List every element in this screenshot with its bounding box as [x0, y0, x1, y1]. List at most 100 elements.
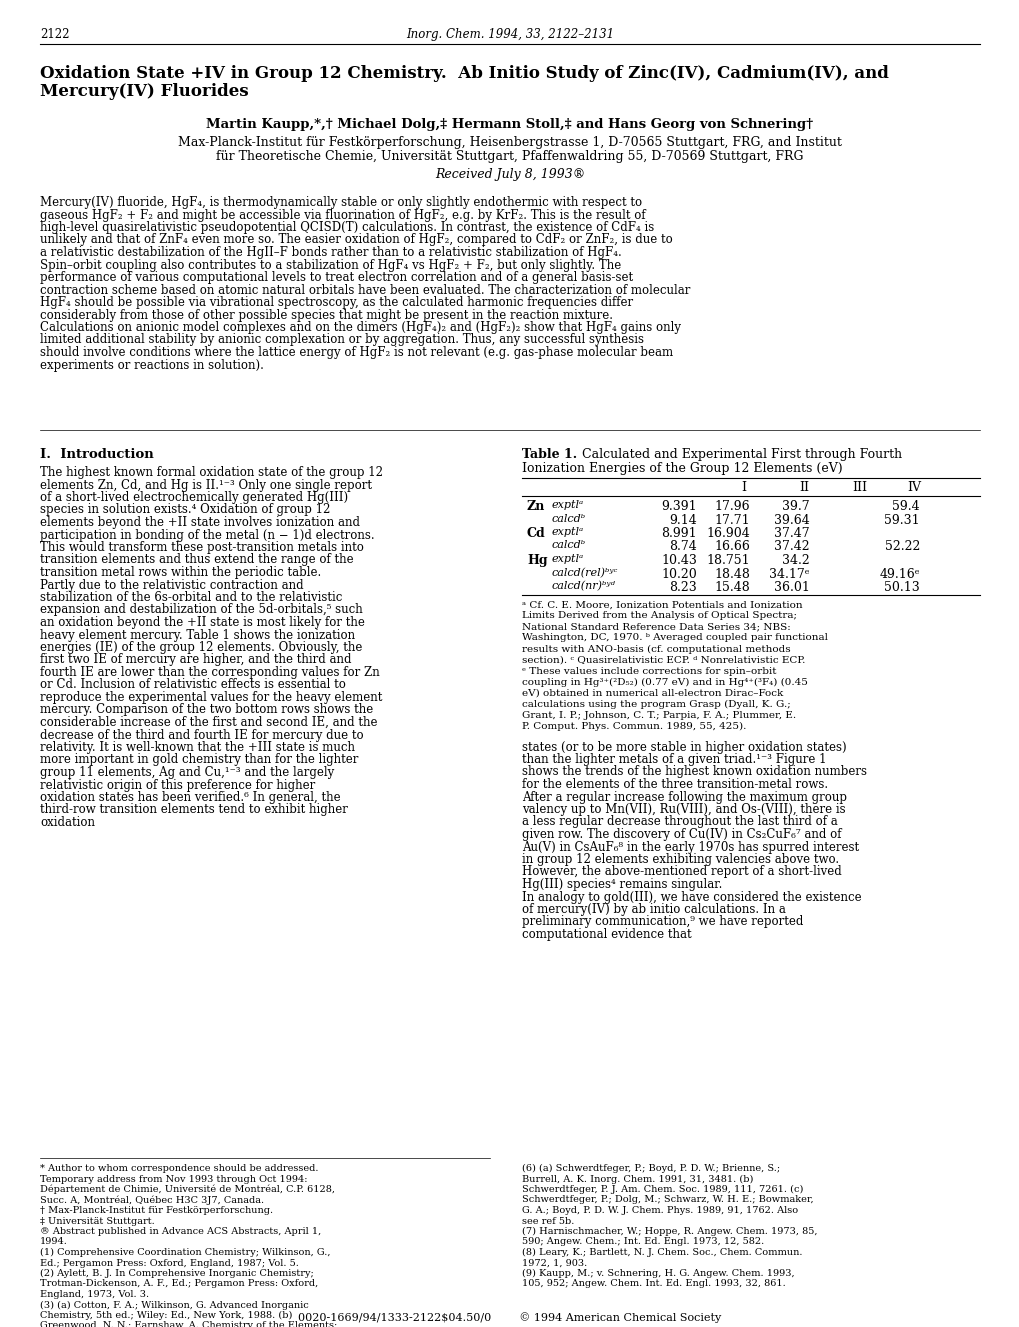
Text: 59.31: 59.31	[883, 514, 919, 527]
Text: Mercury(IV) fluoride, HgF₄, is thermodynamically stable or only slightly endothe: Mercury(IV) fluoride, HgF₄, is thermodyn…	[40, 196, 642, 208]
Text: I.  Introduction: I. Introduction	[40, 449, 154, 460]
Text: Hg(III) species⁴ remains singular.: Hg(III) species⁴ remains singular.	[522, 878, 721, 890]
Text: 1972, 1, 903.: 1972, 1, 903.	[522, 1258, 587, 1267]
Text: more important in gold chemistry than for the lighter: more important in gold chemistry than fo…	[40, 754, 358, 767]
Text: calcd(rel)ᵇʸᶜ: calcd(rel)ᵇʸᶜ	[551, 568, 618, 577]
Text: relativity. It is well-known that the +III state is much: relativity. It is well-known that the +I…	[40, 740, 355, 754]
Text: (2) Aylett, B. J. In Comprehensive Inorganic Chemistry;: (2) Aylett, B. J. In Comprehensive Inorg…	[40, 1269, 314, 1278]
Text: 39.64: 39.64	[773, 514, 809, 527]
Text: limited additional stability by anionic complexation or by aggregation. Thus, an: limited additional stability by anionic …	[40, 333, 643, 346]
Text: given row. The discovery of Cu(IV) in Cs₂CuF₆⁷ and of: given row. The discovery of Cu(IV) in Cs…	[522, 828, 841, 841]
Text: Washington, DC, 1970. ᵇ Averaged coupled pair functional: Washington, DC, 1970. ᵇ Averaged coupled…	[522, 633, 827, 642]
Text: decrease of the third and fourth IE for mercury due to: decrease of the third and fourth IE for …	[40, 729, 363, 742]
Text: elements Zn, Cd, and Hg is II.¹⁻³ Only one single report: elements Zn, Cd, and Hg is II.¹⁻³ Only o…	[40, 479, 372, 491]
Text: reproduce the experimental values for the heavy element: reproduce the experimental values for th…	[40, 691, 382, 705]
Text: However, the above-mentioned report of a short-lived: However, the above-mentioned report of a…	[522, 865, 841, 878]
Text: 34.2: 34.2	[782, 553, 809, 567]
Text: third-row transition elements tend to exhibit higher: third-row transition elements tend to ex…	[40, 804, 347, 816]
Text: 50.13: 50.13	[883, 581, 919, 594]
Text: 15.48: 15.48	[713, 581, 749, 594]
Text: shows the trends of the highest known oxidation numbers: shows the trends of the highest known ox…	[522, 766, 866, 779]
Text: 18.48: 18.48	[713, 568, 749, 580]
Text: Inorg. Chem. 1994, 33, 2122–2131: Inorg. Chem. 1994, 33, 2122–2131	[406, 28, 613, 41]
Text: 590; Angew. Chem.; Int. Ed. Engl. 1973, 12, 582.: 590; Angew. Chem.; Int. Ed. Engl. 1973, …	[522, 1238, 763, 1246]
Text: calcdᵇ: calcdᵇ	[551, 540, 586, 551]
Text: 9.14: 9.14	[668, 514, 696, 527]
Text: than the lighter metals of a given triad.¹⁻³ Figure 1: than the lighter metals of a given triad…	[522, 752, 825, 766]
Text: should involve conditions where the lattice energy of HgF₂ is not relevant (e.g.: should involve conditions where the latt…	[40, 346, 673, 360]
Text: (1) Comprehensive Coordination Chemistry; Wilkinson, G.,: (1) Comprehensive Coordination Chemistry…	[40, 1247, 330, 1257]
Text: fourth IE are lower than the corresponding values for Zn: fourth IE are lower than the correspondi…	[40, 666, 379, 679]
Text: 8.991: 8.991	[660, 527, 696, 540]
Text: energies (IE) of the group 12 elements. Obviously, the: energies (IE) of the group 12 elements. …	[40, 641, 362, 654]
Text: transition metal rows within the periodic table.: transition metal rows within the periodi…	[40, 567, 321, 579]
Text: preliminary communication,⁹ we have reported: preliminary communication,⁹ we have repo…	[522, 916, 803, 929]
Text: elements beyond the +II state involves ionization and: elements beyond the +II state involves i…	[40, 516, 360, 529]
Text: first two IE of mercury are higher, and the third and: first two IE of mercury are higher, and …	[40, 653, 352, 666]
Text: heavy element mercury. Table 1 shows the ionization: heavy element mercury. Table 1 shows the…	[40, 629, 355, 641]
Text: Ionization Energies of the Group 12 Elements (eV): Ionization Energies of the Group 12 Elem…	[522, 462, 842, 475]
Text: The highest known formal oxidation state of the group 12: The highest known formal oxidation state…	[40, 466, 382, 479]
Text: of a short-lived electrochemically generated Hg(III): of a short-lived electrochemically gener…	[40, 491, 347, 504]
Text: 2122: 2122	[40, 28, 69, 41]
Text: considerable increase of the first and second IE, and the: considerable increase of the first and s…	[40, 717, 377, 729]
Text: or Cd. Inclusion of relativistic effects is essential to: or Cd. Inclusion of relativistic effects…	[40, 678, 345, 691]
Text: coupling in Hg³⁺(²D₅₂) (0.77 eV) and in Hg⁴⁺(³F₄) (0.45: coupling in Hg³⁺(²D₅₂) (0.77 eV) and in …	[522, 678, 807, 686]
Text: gaseous HgF₂ + F₂ and might be accessible via fluorination of HgF₂, e.g. by KrF₂: gaseous HgF₂ + F₂ and might be accessibl…	[40, 208, 645, 222]
Text: Schwerdtfeger, P. J. Am. Chem. Soc. 1989, 111, 7261. (c): Schwerdtfeger, P. J. Am. Chem. Soc. 1989…	[522, 1185, 803, 1194]
Text: calculations using the program Grasp (Dyall, K. G.;: calculations using the program Grasp (Dy…	[522, 699, 790, 709]
Text: ‡ Universität Stuttgart.: ‡ Universität Stuttgart.	[40, 1217, 155, 1226]
Text: 1994.: 1994.	[40, 1238, 68, 1246]
Text: 10.43: 10.43	[660, 553, 696, 567]
Text: oxidation states has been verified.⁶ In general, the: oxidation states has been verified.⁶ In …	[40, 791, 340, 804]
Text: Table 1.: Table 1.	[522, 449, 577, 460]
Text: Zn: Zn	[527, 500, 545, 514]
Text: of mercury(IV) by ab initio calculations. In a: of mercury(IV) by ab initio calculations…	[522, 902, 785, 916]
Text: transition elements and thus extend the range of the: transition elements and thus extend the …	[40, 553, 354, 567]
Text: oxidation: oxidation	[40, 816, 95, 829]
Text: 59.4: 59.4	[892, 500, 919, 514]
Text: IV: IV	[906, 480, 920, 494]
Text: Oxidation State +IV in Group 12 Chemistry.  Ab Initio Study of Zinc(IV), Cadmium: Oxidation State +IV in Group 12 Chemistr…	[40, 65, 888, 82]
Text: Max-Planck-Institut für Festkörperforschung, Heisenbergstrasse 1, D-70565 Stuttg: Max-Planck-Institut für Festkörperforsch…	[178, 135, 841, 149]
Text: England, 1973, Vol. 3.: England, 1973, Vol. 3.	[40, 1290, 149, 1299]
Text: Département de Chimie, Université de Montréal, C.P. 6128,: Département de Chimie, Université de Mon…	[40, 1185, 334, 1194]
Text: Cd: Cd	[527, 527, 545, 540]
Text: relativistic origin of this preference for higher: relativistic origin of this preference f…	[40, 779, 315, 791]
Text: exptlᵃ: exptlᵃ	[551, 527, 584, 537]
Text: for the elements of the three transition-metal rows.: for the elements of the three transition…	[522, 778, 827, 791]
Text: P. Comput. Phys. Commun. 1989, 55, 425).: P. Comput. Phys. Commun. 1989, 55, 425).	[522, 722, 746, 731]
Text: an oxidation beyond the +II state is most likely for the: an oxidation beyond the +II state is mos…	[40, 616, 365, 629]
Text: results with ANO-basis (cf. computational methods: results with ANO-basis (cf. computationa…	[522, 645, 790, 654]
Text: 39.7: 39.7	[782, 500, 809, 514]
Text: 17.71: 17.71	[713, 514, 749, 527]
Text: Mercury(IV) Fluorides: Mercury(IV) Fluorides	[40, 84, 249, 100]
Text: contraction scheme based on atomic natural orbitals have been evaluated. The cha: contraction scheme based on atomic natur…	[40, 284, 690, 296]
Text: Calculations on anionic model complexes and on the dimers (HgF₄)₂ and (HgF₂)₂ sh: Calculations on anionic model complexes …	[40, 321, 681, 334]
Text: see ref 5b.: see ref 5b.	[522, 1217, 574, 1226]
Text: Ed.; Pergamon Press: Oxford, England, 1987; Vol. 5.: Ed.; Pergamon Press: Oxford, England, 19…	[40, 1258, 299, 1267]
Text: computational evidence that: computational evidence that	[522, 928, 691, 941]
Text: 8.23: 8.23	[668, 581, 696, 594]
Text: (3) (a) Cotton, F. A.; Wilkinson, G. Advanced Inorganic: (3) (a) Cotton, F. A.; Wilkinson, G. Adv…	[40, 1300, 309, 1310]
Text: für Theoretische Chemie, Universität Stuttgart, Pfaffenwaldring 55, D-70569 Stut: für Theoretische Chemie, Universität Stu…	[216, 150, 803, 163]
Text: Partly due to the relativistic contraction and: Partly due to the relativistic contracti…	[40, 579, 304, 592]
Text: ᵃ Cf. C. E. Moore, Ionization Potentials and Ionization: ᵃ Cf. C. E. Moore, Ionization Potentials…	[522, 601, 802, 609]
Text: 18.751: 18.751	[706, 553, 749, 567]
Text: 0020-1669/94/1333-2122$04.50/0        © 1994 American Chemical Society: 0020-1669/94/1333-2122$04.50/0 © 1994 Am…	[299, 1312, 720, 1323]
Text: experiments or reactions in solution).: experiments or reactions in solution).	[40, 358, 264, 372]
Text: 34.17ᵉ: 34.17ᵉ	[768, 568, 809, 580]
Text: unlikely and that of ZnF₄ even more so. The easier oxidation of HgF₂, compared t: unlikely and that of ZnF₄ even more so. …	[40, 234, 673, 247]
Text: III: III	[852, 480, 866, 494]
Text: * Author to whom correspondence should be addressed.: * Author to whom correspondence should b…	[40, 1164, 318, 1173]
Text: 16.66: 16.66	[713, 540, 749, 553]
Text: exptlᵃ: exptlᵃ	[551, 500, 584, 510]
Text: mercury. Comparison of the two bottom rows shows the: mercury. Comparison of the two bottom ro…	[40, 703, 373, 717]
Text: In analogy to gold(III), we have considered the existence: In analogy to gold(III), we have conside…	[522, 890, 861, 904]
Text: Calculated and Experimental First through Fourth: Calculated and Experimental First throug…	[574, 449, 901, 460]
Text: states (or to be more stable in higher oxidation states): states (or to be more stable in higher o…	[522, 740, 846, 754]
Text: 9.391: 9.391	[660, 500, 696, 514]
Text: ᵉ These values include corrections for spin–orbit: ᵉ These values include corrections for s…	[522, 666, 775, 675]
Text: This would transform these post-transition metals into: This would transform these post-transiti…	[40, 541, 364, 553]
Text: stabilization of the 6s-orbital and to the relativistic: stabilization of the 6s-orbital and to t…	[40, 591, 342, 604]
